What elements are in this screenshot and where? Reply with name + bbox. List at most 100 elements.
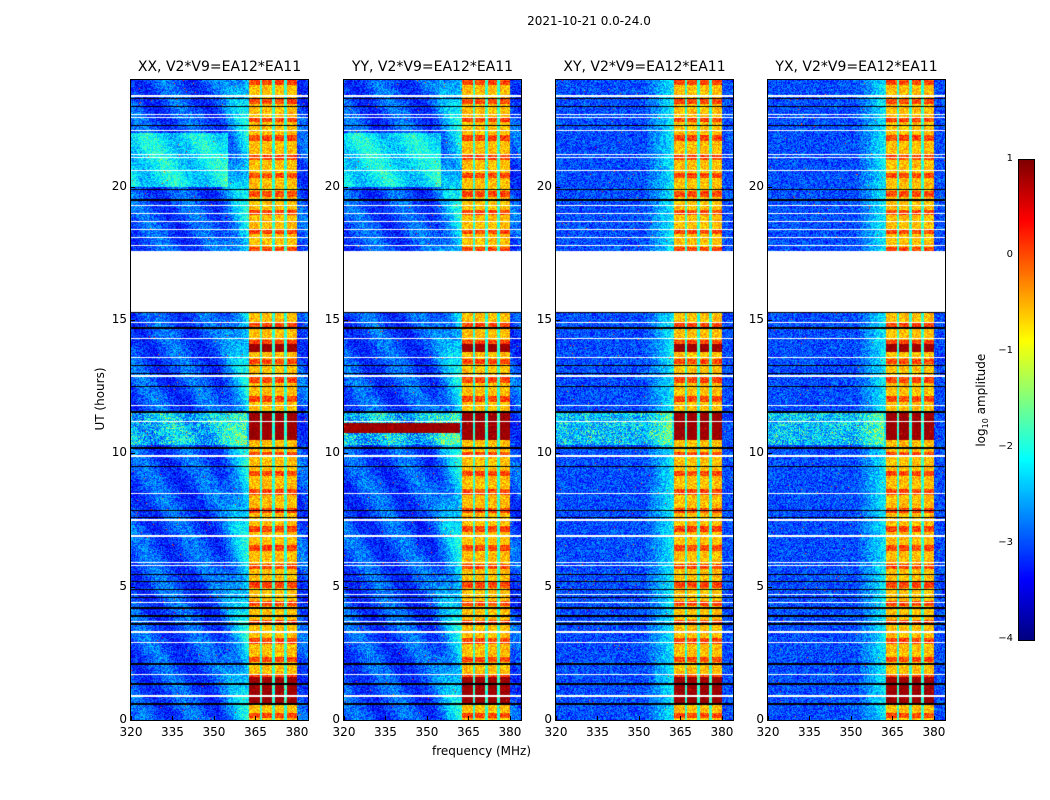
- y-tick-label: 5: [756, 578, 764, 593]
- x-tick-label: 365: [669, 725, 692, 739]
- x-tick-label: 380: [498, 725, 522, 739]
- heatmap-panel-xy: [555, 79, 734, 721]
- x-tick-mark: [509, 716, 511, 720]
- x-tick-mark: [255, 716, 257, 720]
- x-tick-mark: [721, 716, 723, 720]
- x-tick-mark: [468, 716, 470, 720]
- x-tick-label: 320: [544, 725, 568, 739]
- y-tick-mark: [131, 320, 135, 321]
- x-tick-mark: [426, 716, 428, 720]
- x-tick-mark: [172, 716, 174, 720]
- figure-title: 2021-10-21 0.0-24.0: [527, 14, 651, 28]
- x-tick-mark: [131, 716, 132, 720]
- y-tick-label: 10: [324, 445, 340, 460]
- y-tick-mark: [556, 586, 560, 588]
- y-tick-label: 5: [332, 578, 340, 593]
- x-tick-mark: [213, 716, 215, 720]
- y-tick-label: 10: [536, 445, 552, 460]
- x-tick-label: 365: [457, 725, 480, 739]
- x-tick-mark: [385, 716, 387, 720]
- y-tick-mark: [556, 720, 560, 721]
- y-tick-mark: [768, 720, 772, 721]
- x-tick-mark: [768, 716, 769, 720]
- y-tick-label: 5: [544, 578, 552, 593]
- x-tick-mark: [680, 716, 682, 720]
- x-tick-mark: [556, 716, 557, 720]
- x-tick-label: 350: [839, 725, 863, 739]
- x-tick-mark: [344, 716, 345, 720]
- y-tick-label: 20: [748, 178, 764, 193]
- y-tick-label: 0: [756, 712, 764, 726]
- y-tick-mark: [768, 320, 772, 321]
- panel-title: XY, V2*V9=EA12*EA11: [563, 59, 726, 75]
- x-tick-label: 320: [119, 725, 143, 739]
- x-tick-label: 320: [332, 725, 356, 739]
- colorbar-tick-label: −3: [998, 537, 1013, 548]
- y-tick-label: 15: [324, 312, 340, 326]
- x-tick-label: 320: [756, 725, 780, 739]
- x-tick-label: 335: [161, 725, 184, 739]
- x-tick-label: 335: [798, 725, 821, 739]
- y-tick-mark: [344, 720, 348, 721]
- y-tick-label: 0: [119, 712, 127, 726]
- x-axis-label: frequency (MHz): [432, 744, 532, 758]
- x-tick-mark: [933, 716, 935, 720]
- heatmap-image: [344, 80, 521, 720]
- y-tick-mark: [556, 320, 560, 321]
- x-tick-label: 350: [415, 725, 439, 739]
- x-tick-mark: [296, 716, 298, 720]
- y-tick-label: 5: [119, 578, 127, 593]
- colorbar-tick-label: −1: [998, 345, 1013, 356]
- y-tick-label: 20: [111, 178, 127, 193]
- x-tick-label: 365: [244, 725, 267, 739]
- y-tick-label: 10: [111, 445, 127, 460]
- colorbar: [1018, 159, 1035, 641]
- y-tick-mark: [768, 186, 772, 188]
- y-axis-label: UT (hours): [93, 367, 107, 431]
- x-tick-label: 335: [586, 725, 609, 739]
- y-tick-label: 10: [748, 445, 764, 460]
- y-tick-mark: [344, 453, 348, 455]
- y-tick-label: 0: [544, 712, 552, 726]
- x-tick-mark: [597, 716, 599, 720]
- y-tick-label: 15: [111, 312, 127, 326]
- x-tick-label: 380: [285, 725, 309, 739]
- heatmap-image: [131, 80, 308, 720]
- y-tick-label: 20: [536, 178, 552, 193]
- colorbar-tick-label: −4: [998, 633, 1013, 644]
- y-tick-mark: [344, 320, 348, 321]
- y-tick-mark: [344, 586, 348, 588]
- y-tick-label: 15: [536, 312, 552, 326]
- y-tick-label: 0: [332, 712, 340, 726]
- y-tick-mark: [768, 586, 772, 588]
- x-tick-label: 365: [881, 725, 904, 739]
- y-tick-label: 15: [748, 312, 764, 326]
- panel-title: YY, V2*V9=EA12*EA11: [351, 59, 514, 75]
- x-tick-label: 350: [627, 725, 651, 739]
- heatmap-image: [556, 80, 733, 720]
- colorbar-tick-label: 1: [1006, 153, 1013, 164]
- x-tick-label: 350: [202, 725, 226, 739]
- y-tick-label: 20: [324, 178, 340, 193]
- x-tick-label: 380: [922, 725, 946, 739]
- y-tick-mark: [131, 586, 135, 588]
- x-tick-mark: [638, 716, 640, 720]
- x-tick-mark: [892, 716, 894, 720]
- y-tick-mark: [131, 186, 135, 188]
- panel-title: XX, V2*V9=EA12*EA11: [137, 59, 302, 75]
- x-tick-mark: [809, 716, 811, 720]
- colorbar-tick-label: 0: [1006, 249, 1013, 260]
- y-tick-mark: [768, 453, 772, 455]
- y-tick-mark: [131, 720, 135, 721]
- panel-title: YX, V2*V9=EA12*EA11: [775, 59, 938, 75]
- y-tick-mark: [344, 186, 348, 188]
- y-tick-mark: [131, 453, 135, 455]
- heatmap-image: [768, 80, 945, 720]
- x-tick-label: 335: [374, 725, 397, 739]
- heatmap-panel-xx: [130, 79, 309, 721]
- x-tick-label: 380: [710, 725, 734, 739]
- y-tick-mark: [556, 186, 560, 188]
- heatmap-panel-yy: [343, 79, 522, 721]
- x-tick-mark: [850, 716, 852, 720]
